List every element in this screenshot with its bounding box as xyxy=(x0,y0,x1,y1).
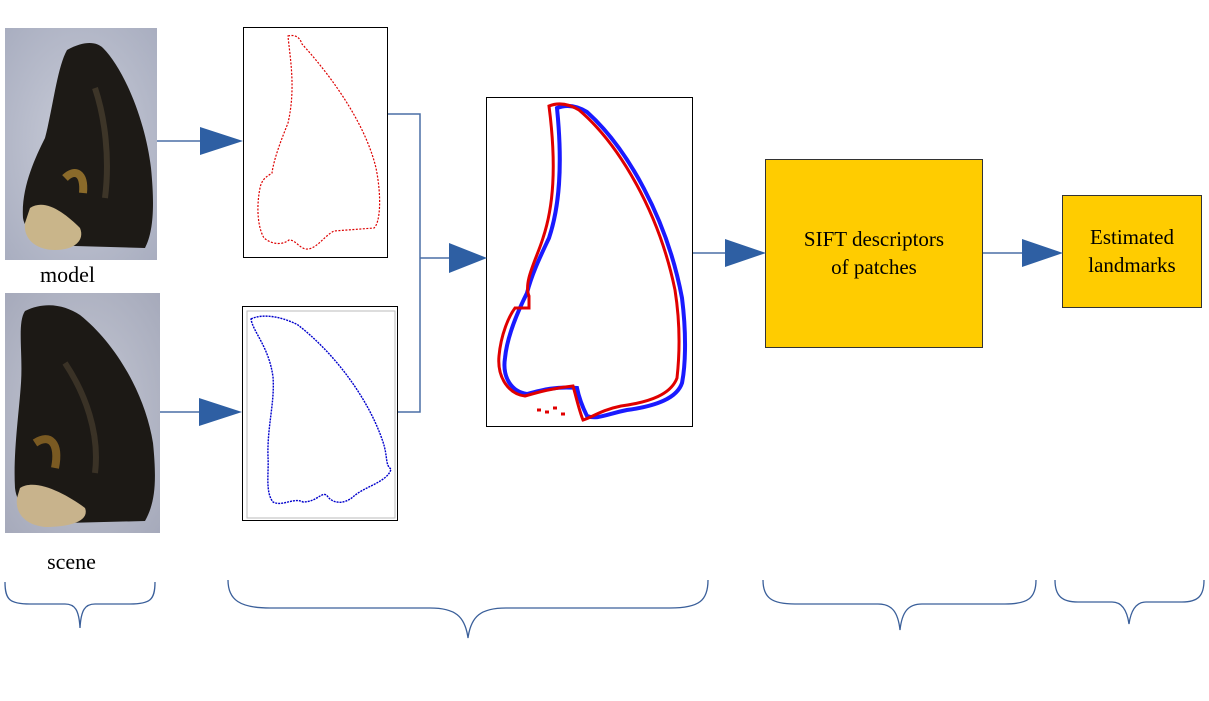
sift-descriptors-box: SIFT descriptors of patches xyxy=(765,159,983,348)
estimated-landmarks-line2: landmarks xyxy=(1088,252,1176,277)
scene-arrow-head xyxy=(199,398,242,426)
model-label: model xyxy=(40,262,95,287)
sift-arrow-head xyxy=(725,239,766,267)
brace-input xyxy=(4,581,156,629)
merge-arrow-head xyxy=(449,243,487,273)
overlay-contour-box xyxy=(486,97,693,427)
sift-descriptors-text: SIFT descriptors of patches xyxy=(804,226,944,281)
model-contour-box xyxy=(243,27,388,258)
estimated-landmarks-text: Estimated landmarks xyxy=(1088,224,1175,279)
brace-alignment xyxy=(227,579,709,639)
landmarks-arrow-head xyxy=(1022,239,1063,267)
model-contour xyxy=(257,34,381,250)
estimated-landmarks-line1: Estimated xyxy=(1090,225,1174,250)
brace-landmarks xyxy=(1054,579,1205,625)
overlay-contours xyxy=(497,102,688,422)
sift-descriptors-line1: SIFT descriptors xyxy=(803,227,945,252)
scene-contour-box xyxy=(242,306,398,521)
merge-connector xyxy=(388,113,421,413)
scene-contour xyxy=(246,310,396,519)
brace-sift xyxy=(762,579,1037,631)
scene-label: scene xyxy=(47,549,96,574)
estimated-landmarks-box: Estimated landmarks xyxy=(1062,195,1202,308)
sift-descriptors-line2: of patches xyxy=(831,254,917,279)
model-arrow-head xyxy=(200,127,243,155)
scene-mandible-photo xyxy=(5,293,160,533)
model-mandible-photo xyxy=(5,28,157,260)
